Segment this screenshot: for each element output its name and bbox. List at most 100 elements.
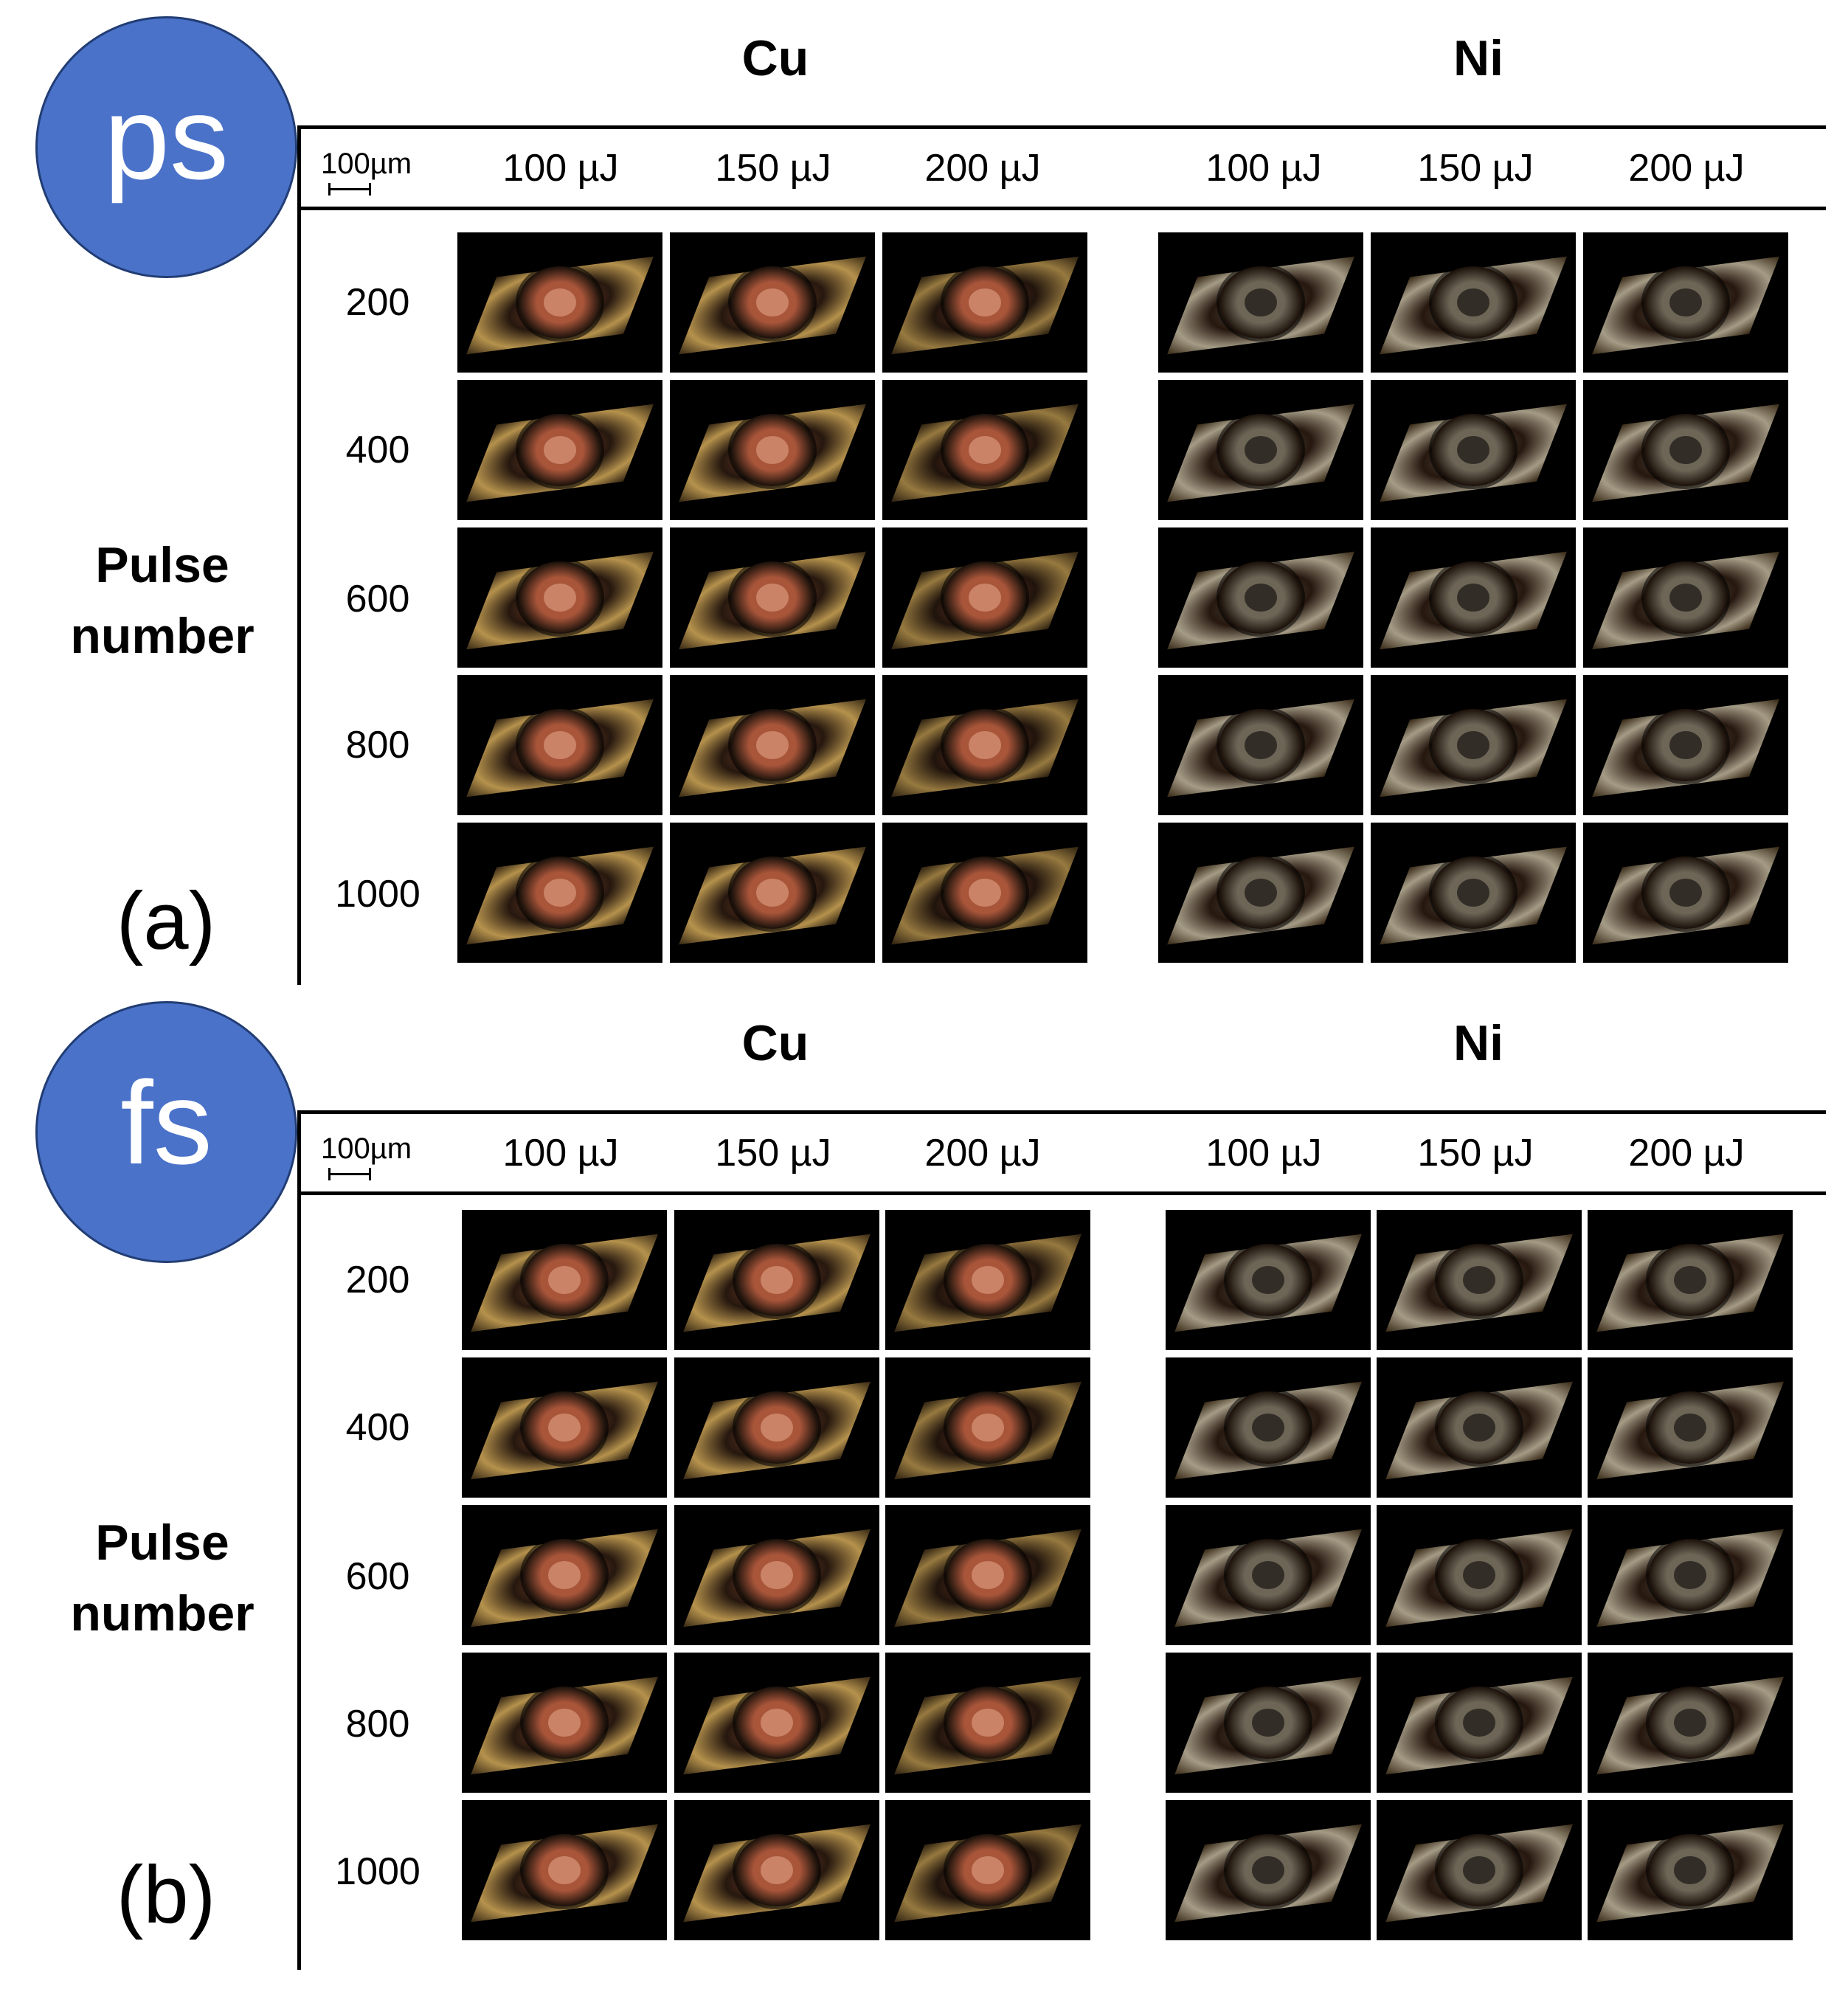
col-head-ni-100: 100 µJ bbox=[1205, 1132, 1322, 1175]
micrograph-cu-100uj-400 bbox=[457, 380, 662, 520]
header-top-rule bbox=[299, 125, 1826, 129]
crater-center bbox=[968, 288, 1002, 316]
crater-center bbox=[543, 584, 577, 612]
crater-center bbox=[543, 288, 577, 316]
row-label-600: 600 bbox=[345, 578, 410, 620]
micrograph-ni-150uj-800 bbox=[1371, 675, 1576, 815]
micrograph-cu-150uj-600 bbox=[674, 1505, 879, 1645]
micrograph-cu-200uj-400 bbox=[882, 380, 1087, 520]
crater-center bbox=[755, 731, 789, 759]
scale-bar: 100µm bbox=[321, 148, 439, 199]
crater-center bbox=[1251, 1709, 1285, 1737]
crater-center bbox=[971, 1561, 1005, 1589]
header-bottom-rule bbox=[299, 207, 1826, 210]
panel-label-b: (b) bbox=[116, 1850, 216, 1940]
micrograph-ni-200uj-800 bbox=[1588, 1653, 1793, 1793]
crater-center bbox=[1673, 1414, 1707, 1442]
row-label-800: 800 bbox=[345, 1703, 410, 1746]
crater-center bbox=[968, 584, 1002, 612]
row-label-800: 800 bbox=[345, 724, 410, 767]
row-label-600: 600 bbox=[345, 1555, 410, 1598]
micrograph-cu-100uj-800 bbox=[462, 1653, 667, 1793]
micrograph-cu-100uj-400 bbox=[462, 1357, 667, 1498]
panel-label-a: (a) bbox=[116, 876, 216, 966]
micrograph-cu-200uj-800 bbox=[882, 675, 1087, 815]
crater-center bbox=[1456, 879, 1490, 907]
micrograph-ni-200uj-200 bbox=[1588, 1210, 1793, 1350]
col-head-cu-200: 200 µJ bbox=[924, 147, 1041, 190]
laser-badge-ps: ps bbox=[35, 16, 297, 278]
crater-center bbox=[1244, 879, 1278, 907]
group-label-cu: Cu bbox=[741, 30, 809, 86]
crater-center bbox=[547, 1414, 581, 1442]
scale-bar: 100µm bbox=[321, 1132, 439, 1184]
micrograph-ni-100uj-1000 bbox=[1158, 823, 1363, 963]
micrograph-ni-150uj-1000 bbox=[1377, 1800, 1582, 1940]
crater-center bbox=[755, 436, 789, 464]
col-head-ni-200: 200 µJ bbox=[1628, 1132, 1745, 1175]
micrograph-cu-100uj-600 bbox=[462, 1505, 667, 1645]
micrograph-ni-150uj-600 bbox=[1377, 1505, 1582, 1645]
laser-badge-fs: fs bbox=[35, 1001, 297, 1263]
micrograph-cu-100uj-1000 bbox=[457, 823, 662, 963]
micrograph-cu-200uj-800 bbox=[885, 1653, 1090, 1793]
axis-title-line-1: Pulse bbox=[95, 1515, 229, 1571]
crater-center bbox=[1251, 1414, 1285, 1442]
micrograph-cu-150uj-400 bbox=[670, 380, 875, 520]
micrograph-cu-150uj-1000 bbox=[674, 1800, 879, 1940]
micrograph-ni-200uj-1000 bbox=[1588, 1800, 1793, 1940]
crater-center bbox=[760, 1709, 794, 1737]
crater-center bbox=[1462, 1266, 1496, 1294]
crater-center bbox=[760, 1856, 794, 1884]
micrograph-ni-150uj-800 bbox=[1377, 1653, 1582, 1793]
crater-center bbox=[755, 879, 789, 907]
micrograph-cu-100uj-800 bbox=[457, 675, 662, 815]
axis-title: Pulse number bbox=[44, 1507, 280, 1649]
micrograph-cu-150uj-600 bbox=[670, 527, 875, 668]
micrograph-ni-200uj-600 bbox=[1583, 527, 1788, 668]
axis-title-line-2: number bbox=[70, 1585, 255, 1642]
row-axis-rule bbox=[297, 125, 301, 985]
crater-center bbox=[968, 731, 1002, 759]
micrograph-cu-200uj-600 bbox=[882, 527, 1087, 668]
crater-center bbox=[1669, 288, 1703, 316]
crater-center bbox=[547, 1266, 581, 1294]
crater-center bbox=[971, 1856, 1005, 1884]
header-top-rule bbox=[299, 1110, 1826, 1114]
micrograph-cu-150uj-1000 bbox=[670, 823, 875, 963]
col-head-ni-150: 150 µJ bbox=[1417, 147, 1534, 190]
col-head-ni-150: 150 µJ bbox=[1417, 1132, 1534, 1175]
row-label-200: 200 bbox=[345, 281, 410, 324]
micrograph-cu-200uj-200 bbox=[882, 232, 1087, 373]
col-head-cu-100: 100 µJ bbox=[502, 1132, 619, 1175]
axis-title-line-2: number bbox=[70, 608, 255, 664]
scale-bar-label: 100µm bbox=[321, 1132, 412, 1165]
micrograph-cu-150uj-200 bbox=[674, 1210, 879, 1350]
row-label-400: 400 bbox=[345, 1406, 410, 1449]
row-label-400: 400 bbox=[345, 429, 410, 471]
header-bottom-rule bbox=[299, 1191, 1826, 1195]
crater-center bbox=[1251, 1266, 1285, 1294]
micrograph-ni-150uj-1000 bbox=[1371, 823, 1576, 963]
group-label-ni: Ni bbox=[1453, 1015, 1503, 1071]
micrograph-cu-150uj-800 bbox=[670, 675, 875, 815]
crater-center bbox=[543, 436, 577, 464]
micrograph-ni-200uj-200 bbox=[1583, 232, 1788, 373]
crater-center bbox=[968, 879, 1002, 907]
axis-title-line-1: Pulse bbox=[95, 537, 229, 593]
crater-center bbox=[1673, 1709, 1707, 1737]
crater-center bbox=[968, 436, 1002, 464]
micrograph-cu-150uj-400 bbox=[674, 1357, 879, 1498]
crater-center bbox=[543, 879, 577, 907]
panel-b: fs Cu Ni 100µm 100 µJ 150 µJ 200 µJ 100 … bbox=[0, 985, 1848, 1973]
crater-center bbox=[1456, 731, 1490, 759]
crater-center bbox=[760, 1414, 794, 1442]
micrograph-cu-100uj-600 bbox=[457, 527, 662, 668]
micrograph-ni-150uj-400 bbox=[1377, 1357, 1582, 1498]
crater-center bbox=[547, 1709, 581, 1737]
row-axis-rule bbox=[297, 1110, 301, 1970]
micrograph-ni-200uj-400 bbox=[1588, 1357, 1793, 1498]
col-head-cu-200: 200 µJ bbox=[924, 1132, 1041, 1175]
scale-bar-label: 100µm bbox=[321, 148, 412, 180]
micrograph-ni-100uj-800 bbox=[1158, 675, 1363, 815]
